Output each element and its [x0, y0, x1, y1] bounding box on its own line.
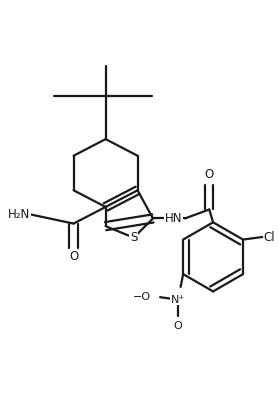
Text: HN: HN	[165, 212, 182, 225]
Text: Cl: Cl	[263, 230, 275, 243]
Text: S: S	[130, 231, 138, 244]
Text: O: O	[205, 168, 214, 181]
Text: −O: −O	[133, 292, 151, 302]
Text: O: O	[69, 251, 78, 264]
Text: H₂N: H₂N	[8, 208, 30, 221]
Text: O: O	[174, 321, 182, 331]
Text: N⁺: N⁺	[171, 295, 185, 305]
